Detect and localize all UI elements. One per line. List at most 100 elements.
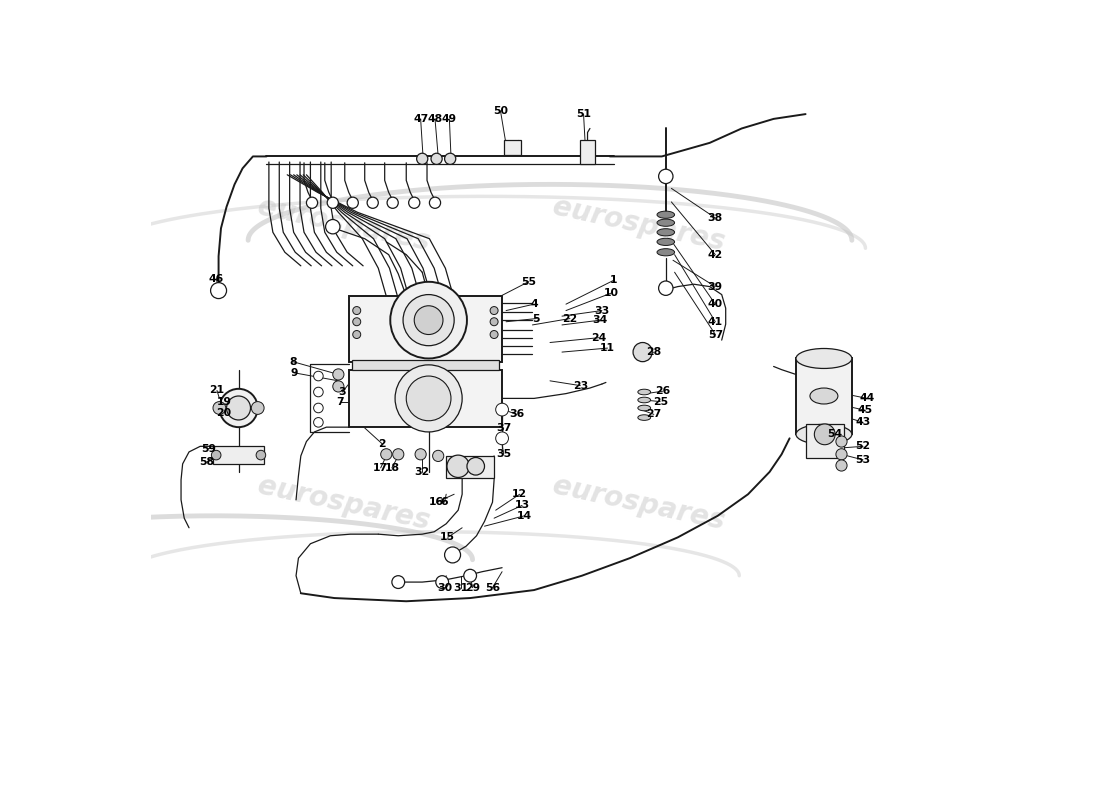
Ellipse shape [657, 211, 674, 218]
Circle shape [367, 197, 378, 208]
Circle shape [659, 170, 673, 183]
Text: 57: 57 [707, 330, 723, 339]
Text: 28: 28 [647, 347, 661, 357]
Text: 49: 49 [442, 114, 456, 124]
Circle shape [836, 460, 847, 471]
Text: 32: 32 [415, 467, 430, 477]
Text: 9: 9 [290, 368, 298, 378]
Circle shape [210, 282, 227, 298]
Text: 15: 15 [440, 532, 455, 542]
Circle shape [219, 389, 257, 427]
Text: 11: 11 [600, 343, 615, 353]
Text: 6: 6 [441, 498, 449, 507]
Text: 10: 10 [604, 288, 619, 298]
Circle shape [353, 330, 361, 338]
Circle shape [496, 403, 508, 416]
Circle shape [213, 402, 226, 414]
Text: eurospares: eurospares [550, 472, 727, 536]
Circle shape [415, 449, 426, 460]
Text: 54: 54 [827, 430, 843, 439]
Text: 26: 26 [654, 386, 670, 396]
Text: 21: 21 [209, 386, 224, 395]
Circle shape [381, 449, 392, 460]
Text: 41: 41 [707, 317, 723, 326]
Text: 1: 1 [610, 275, 617, 286]
Text: 27: 27 [646, 410, 661, 419]
Text: 2: 2 [378, 439, 386, 449]
Circle shape [251, 402, 264, 414]
Text: 22: 22 [562, 314, 578, 323]
Bar [349, 370, 502, 427]
Text: 4: 4 [530, 299, 538, 309]
Circle shape [353, 306, 361, 314]
Text: 3: 3 [339, 387, 346, 397]
Bar [796, 358, 851, 434]
Ellipse shape [810, 388, 838, 404]
Circle shape [256, 450, 266, 460]
Circle shape [432, 450, 443, 462]
Circle shape [436, 576, 449, 589]
Text: 30: 30 [437, 582, 452, 593]
Circle shape [836, 449, 847, 460]
Bar [213, 446, 264, 464]
Ellipse shape [638, 390, 650, 395]
Ellipse shape [657, 219, 674, 226]
Text: 24: 24 [591, 333, 606, 342]
Circle shape [403, 294, 454, 346]
Text: 58: 58 [199, 458, 214, 467]
Text: 52: 52 [856, 442, 870, 451]
Ellipse shape [657, 249, 674, 256]
Circle shape [408, 197, 420, 208]
Bar [352, 360, 499, 370]
Ellipse shape [638, 398, 650, 402]
Text: 53: 53 [856, 455, 870, 465]
Circle shape [353, 318, 361, 326]
Text: 55: 55 [521, 277, 536, 287]
Text: 47: 47 [412, 114, 428, 124]
Text: 50: 50 [493, 106, 508, 116]
Text: 37: 37 [496, 423, 512, 433]
Text: 33: 33 [594, 306, 609, 315]
Text: 23: 23 [573, 381, 588, 390]
Circle shape [814, 424, 835, 445]
Text: 48: 48 [428, 114, 442, 124]
Text: 7: 7 [337, 397, 344, 406]
Text: 19: 19 [217, 397, 232, 406]
Circle shape [429, 197, 441, 208]
Circle shape [496, 432, 508, 445]
Ellipse shape [638, 414, 650, 420]
Text: 59: 59 [200, 444, 216, 454]
Text: 20: 20 [217, 408, 232, 418]
Circle shape [491, 306, 498, 314]
Circle shape [333, 381, 344, 392]
Text: eurospares: eurospares [254, 192, 432, 256]
Text: 14: 14 [517, 510, 532, 521]
Circle shape [464, 570, 476, 582]
Circle shape [393, 449, 404, 460]
Text: 36: 36 [509, 410, 524, 419]
Circle shape [333, 369, 344, 380]
Ellipse shape [657, 238, 674, 246]
Circle shape [659, 281, 673, 295]
Text: 39: 39 [707, 282, 723, 291]
Bar [349, 296, 502, 362]
Text: eurospares: eurospares [254, 472, 432, 536]
Circle shape [314, 387, 323, 397]
Circle shape [387, 197, 398, 208]
Text: 31: 31 [453, 582, 469, 593]
Bar [504, 141, 521, 155]
Circle shape [491, 318, 498, 326]
Circle shape [314, 403, 323, 413]
Text: 12: 12 [513, 490, 527, 499]
Circle shape [392, 576, 405, 589]
Circle shape [634, 342, 652, 362]
Text: 43: 43 [856, 418, 871, 427]
Text: 16: 16 [429, 498, 444, 507]
Circle shape [417, 154, 428, 165]
Circle shape [211, 450, 221, 460]
Circle shape [406, 376, 451, 421]
Text: 17: 17 [373, 463, 388, 473]
Ellipse shape [657, 229, 674, 236]
Text: 42: 42 [707, 250, 723, 260]
Circle shape [314, 418, 323, 427]
